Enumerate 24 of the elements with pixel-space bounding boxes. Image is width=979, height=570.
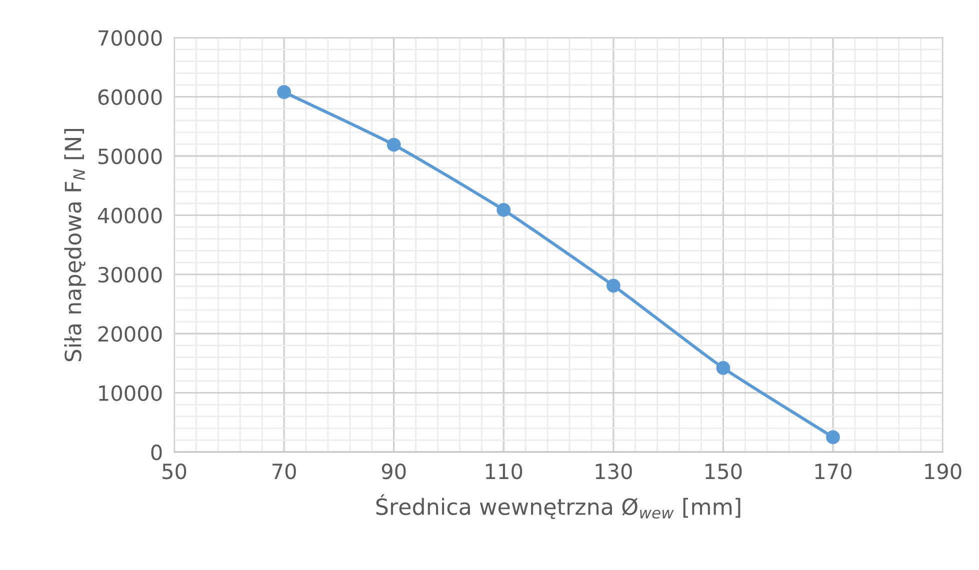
y-tick-label: 20000 [98, 326, 162, 342]
point [277, 85, 291, 100]
x-tick-label: 50 [162, 463, 186, 480]
x-tick-label: 130 [596, 463, 632, 480]
point [826, 430, 840, 444]
point [386, 138, 401, 152]
y-tick-label: 60000 [98, 89, 162, 106]
y-tick-label: 70000 [98, 30, 162, 46]
point [606, 278, 620, 293]
point [716, 361, 730, 375]
point [496, 202, 511, 217]
y-tick-label: 50000 [98, 148, 162, 164]
y-tick-label: 0 [151, 444, 162, 460]
y-tick-label: 10000 [99, 385, 162, 402]
x-tick-label: 110 [486, 463, 522, 480]
x-tick-label: 170 [815, 463, 852, 480]
x-tick-label: 90 [382, 463, 406, 480]
x-axis-title: Średnica wewnętrzna Ø$_{wew}$ [mm] [376, 494, 740, 520]
x-tick-label: 150 [706, 463, 742, 480]
x-tick-label: 70 [272, 463, 296, 480]
x-tick-label: 190 [925, 463, 962, 480]
y-tick-label: 30000 [98, 266, 162, 283]
y-axis-title: Siła napędowa F$_{N}$ [N] [64, 129, 86, 362]
y-tick-label: 40000 [98, 208, 162, 224]
